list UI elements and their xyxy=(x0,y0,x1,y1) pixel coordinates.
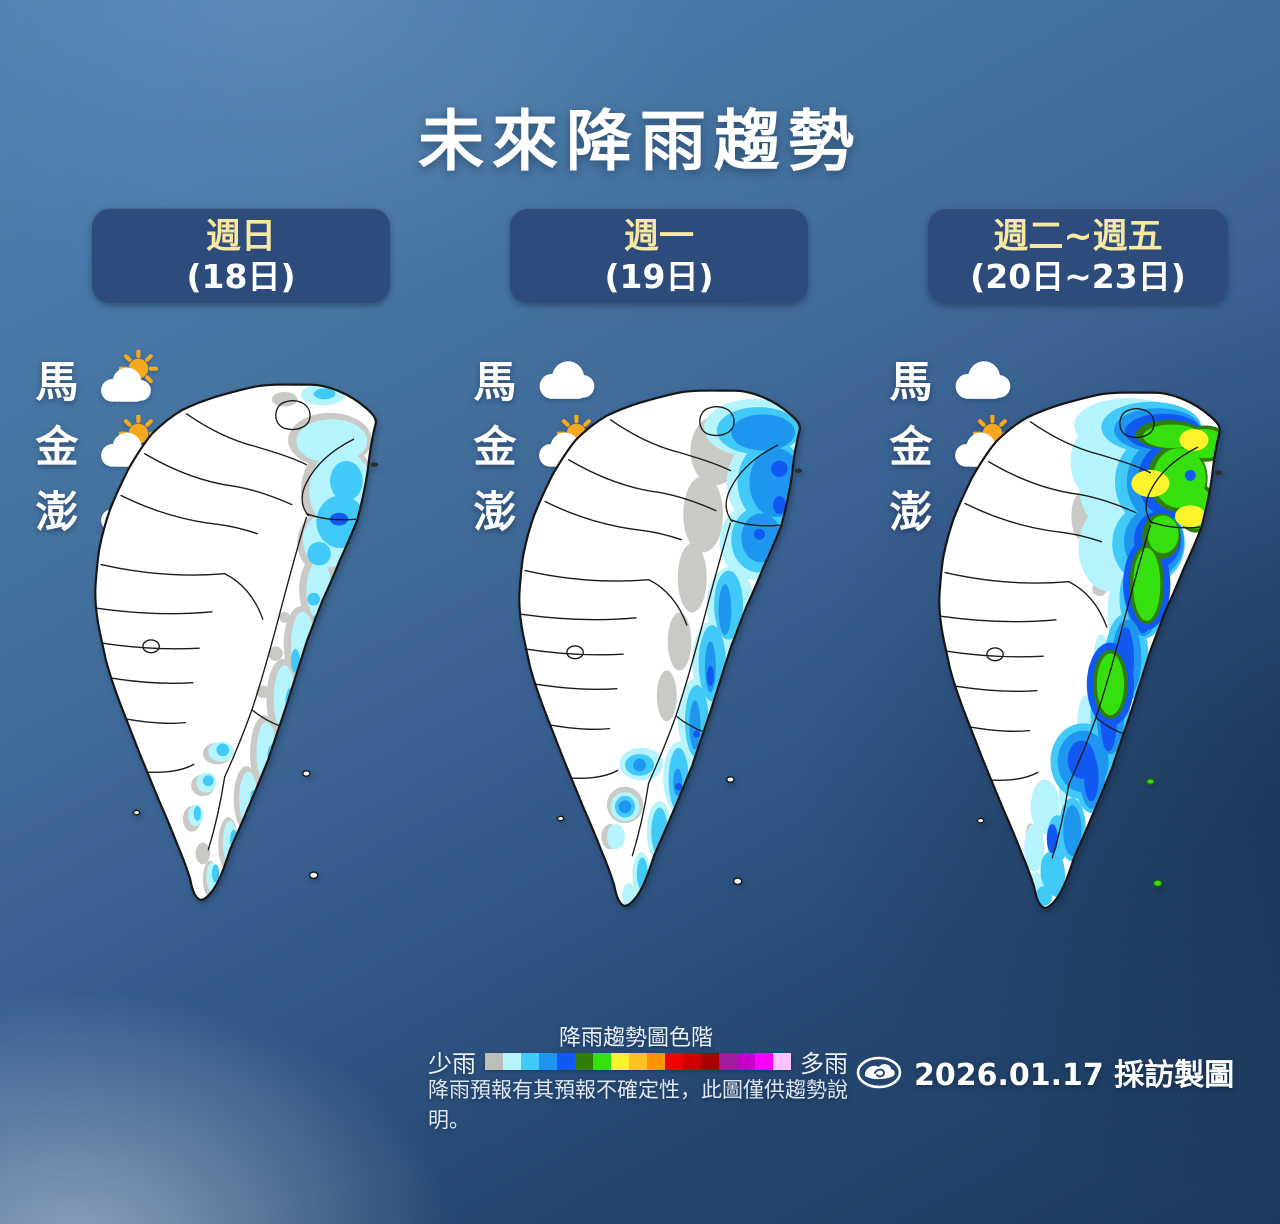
legend-swatch xyxy=(701,1053,719,1070)
day-header-sunday: 週日 (18日) xyxy=(92,208,390,303)
region-label: 馬 xyxy=(473,358,517,408)
legend-swatch xyxy=(665,1053,683,1070)
region-forecast-row: 馬 xyxy=(34,348,234,408)
page-title: 未來降雨趨勢 xyxy=(418,103,862,180)
credit: 2026.01.17 採訪製圖 xyxy=(856,1050,1234,1094)
rain-map-monday xyxy=(518,389,803,907)
weekday-label: 週二~週五 xyxy=(993,217,1163,257)
legend: 少雨 多雨 xyxy=(428,1044,848,1079)
region-label: 澎 xyxy=(35,488,79,538)
legend-swatch xyxy=(737,1053,755,1070)
cloud-icon xyxy=(955,361,1011,399)
day-header-monday: 週一 (19日) xyxy=(510,208,808,303)
green-island xyxy=(302,770,311,777)
legend-swatch xyxy=(611,1053,629,1070)
weather-icon xyxy=(530,350,600,408)
legend-swatch xyxy=(719,1053,737,1070)
credit-text: 2026.01.17 採訪製圖 xyxy=(914,1058,1235,1093)
legend-swatch xyxy=(521,1053,539,1070)
region-forecast-row: 金 xyxy=(34,413,234,473)
legend-swatch xyxy=(629,1053,647,1070)
legend-disclaimer: 降雨預報有其預報不確定性，此圖僅供趨勢說明。 xyxy=(428,1078,848,1132)
region-label: 澎 xyxy=(889,488,933,538)
weekday-label: 週日 xyxy=(205,217,276,257)
orchid-island xyxy=(1152,879,1163,888)
legend-swatch xyxy=(593,1053,611,1070)
region-label: 澎 xyxy=(473,488,517,538)
region-label: 馬 xyxy=(35,358,79,408)
region-label: 金 xyxy=(473,423,517,473)
cloud-icon xyxy=(539,361,595,399)
weather-icon xyxy=(946,350,1016,408)
region-label: 馬 xyxy=(889,358,933,408)
rain-map-sunday xyxy=(94,383,379,901)
turtle-island xyxy=(794,468,803,473)
legend-swatch xyxy=(755,1053,773,1070)
orchid-island xyxy=(308,871,319,880)
legend-swatch xyxy=(647,1053,665,1070)
green-island xyxy=(726,776,735,783)
legend-swatch xyxy=(683,1053,701,1070)
region-label: 金 xyxy=(889,423,933,473)
legend-swatch xyxy=(485,1053,503,1070)
date-label: (20日~23日) xyxy=(970,257,1186,296)
rain-shading-monday xyxy=(519,398,800,906)
day-header-tue-fri: 週二~週五 (20日~23日) xyxy=(928,208,1228,303)
region-label: 金 xyxy=(35,423,79,473)
weather-icon xyxy=(92,348,162,408)
liuqiu-island xyxy=(556,815,565,822)
legend-swatch xyxy=(539,1053,557,1070)
weekday-label: 週一 xyxy=(623,217,694,257)
date-label: (19日) xyxy=(604,257,714,296)
rain-map-tue-fri xyxy=(938,391,1223,909)
cwa-cloud-logo-icon xyxy=(856,1056,902,1088)
legend-color-bar xyxy=(485,1053,791,1070)
legend-swatch xyxy=(575,1053,593,1070)
orchid-island xyxy=(732,877,743,886)
region-forecast-row: 馬 xyxy=(472,350,672,408)
legend-swatch xyxy=(557,1053,575,1070)
turtle-island xyxy=(370,462,379,467)
liuqiu-island xyxy=(976,817,985,824)
legend-swatch xyxy=(773,1053,791,1070)
legend-swatch xyxy=(503,1053,521,1070)
liuqiu-island xyxy=(132,809,141,816)
green-island xyxy=(1146,778,1155,785)
turtle-island xyxy=(1214,470,1223,475)
legend-high-label: 多雨 xyxy=(800,1050,848,1078)
cloud-icon xyxy=(101,367,151,402)
legend-title: 降雨趨勢圖色階 xyxy=(558,1026,713,1051)
date-label: (18日) xyxy=(186,257,296,296)
legend-low-label: 少雨 xyxy=(428,1050,476,1078)
region-forecast-row: 馬 xyxy=(888,350,1088,408)
